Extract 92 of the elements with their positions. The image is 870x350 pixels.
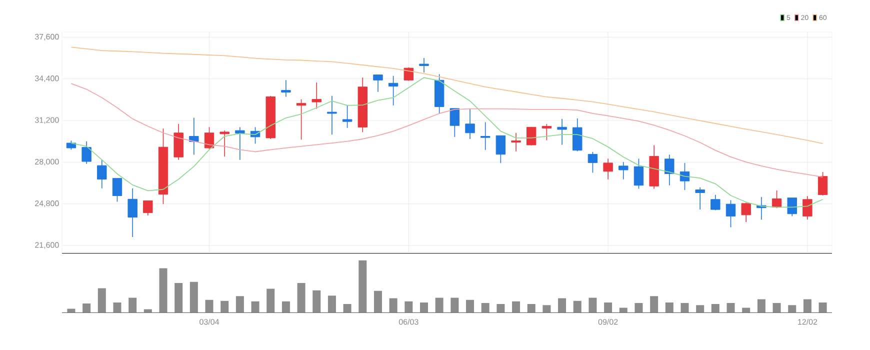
- bar: [282, 301, 290, 313]
- bar: [650, 296, 658, 313]
- bar: [604, 302, 612, 313]
- candlestick: [588, 151, 598, 174]
- candlestick: [143, 200, 153, 216]
- candlestick: [680, 162, 690, 190]
- bar: [496, 304, 505, 313]
- bar: [588, 298, 597, 313]
- candlestick: [695, 187, 705, 210]
- x-tick-label: 03/04: [200, 318, 220, 325]
- bar: [818, 302, 827, 313]
- candlestick: [112, 178, 122, 202]
- candlestick: [327, 96, 337, 135]
- candlestick: [741, 202, 751, 223]
- bar: [573, 300, 582, 313]
- bar: [358, 260, 367, 313]
- bar: [251, 301, 260, 313]
- y-tick-label: 34,400: [34, 76, 59, 82]
- bar: [680, 302, 689, 313]
- candlestick: [204, 126, 214, 150]
- candlestick: [511, 132, 521, 152]
- bar: [220, 300, 229, 313]
- bar: [772, 302, 781, 313]
- bar: [481, 302, 490, 313]
- candlestick: [82, 140, 92, 164]
- candlestick: [97, 159, 107, 189]
- candlestick: [189, 117, 199, 156]
- x-tick-label: 12/02: [798, 318, 818, 325]
- candlestick: [342, 105, 352, 128]
- candlestick: [664, 154, 674, 186]
- bar: [435, 298, 444, 313]
- bar: [236, 296, 244, 313]
- bar: [665, 302, 674, 313]
- bar: [389, 298, 398, 313]
- candlestick: [404, 67, 414, 82]
- bar: [374, 290, 382, 313]
- bar: [266, 288, 275, 313]
- y-tick-label: 21,600: [35, 242, 59, 249]
- bar: [512, 301, 520, 313]
- candlestick: [128, 188, 138, 238]
- bar: [113, 302, 122, 313]
- candlestick: [496, 135, 506, 164]
- bar: [174, 282, 183, 313]
- candlestick: [557, 118, 567, 146]
- bar: [803, 299, 812, 313]
- bar: [527, 304, 536, 313]
- candlestick: [818, 172, 828, 196]
- y-tick-label: 28,000: [35, 158, 59, 166]
- bar: [98, 288, 106, 313]
- bar: [726, 302, 735, 313]
- bar: [343, 304, 352, 313]
- candlestick: [220, 130, 230, 157]
- bar: [82, 304, 91, 313]
- candlestick: [281, 80, 291, 98]
- candlestick: [634, 158, 644, 190]
- bar: [159, 268, 168, 313]
- candlestick: [618, 162, 628, 180]
- y-tick-label: 31,200: [34, 117, 59, 124]
- candlestick: [710, 194, 720, 211]
- candlestick: [726, 200, 736, 228]
- candlestick: [312, 82, 322, 110]
- bar: [420, 302, 428, 313]
- bar: [297, 282, 306, 313]
- bar: [634, 302, 643, 313]
- candlestick: [419, 58, 429, 73]
- bar: [757, 299, 766, 313]
- bar: [558, 298, 566, 313]
- candlestick: [480, 122, 490, 150]
- candlestick: [373, 74, 383, 92]
- y-tick-label: 24,800: [35, 200, 59, 208]
- bar: [711, 304, 720, 313]
- bar: [128, 298, 137, 313]
- bar: [404, 301, 413, 313]
- candlestick: [235, 126, 245, 160]
- bar: [466, 300, 474, 313]
- bar: [328, 296, 336, 313]
- candlestick: [802, 196, 812, 220]
- candlestick: [787, 197, 797, 217]
- bar: [205, 300, 214, 313]
- candlestick: [388, 75, 398, 106]
- candlestick: [465, 108, 475, 140]
- bar: [190, 282, 198, 313]
- candlestick: [603, 158, 613, 180]
- candlestick: [572, 118, 582, 152]
- candlestick: [542, 123, 552, 141]
- x-tick-label: 09/02: [598, 318, 618, 325]
- bar: [450, 298, 459, 313]
- candlestick: [450, 108, 460, 138]
- y-tick-label: 37,600: [34, 34, 59, 40]
- x-tick-label: 06/03: [398, 318, 418, 325]
- bar: [312, 290, 321, 313]
- candlestick: [296, 98, 306, 140]
